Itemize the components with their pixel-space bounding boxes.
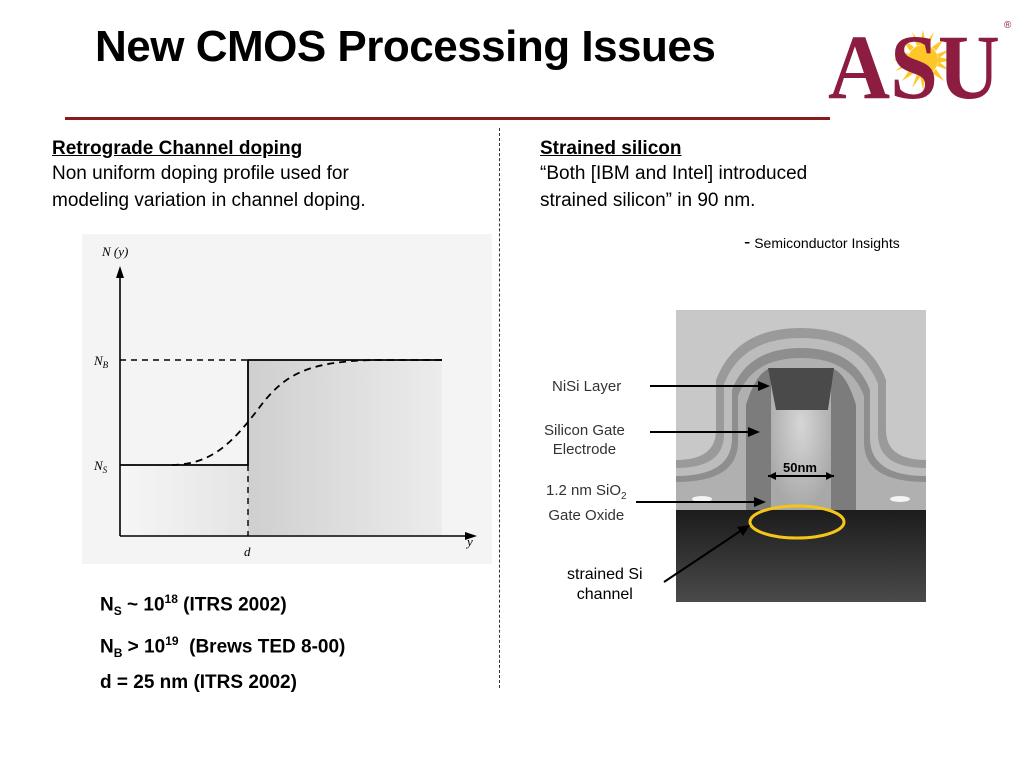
parameter-list: NS ~ 1018 (ITRS 2002) NB > 1019 (Brews T… — [100, 584, 345, 710]
ns-parameter: NS ~ 1018 (ITRS 2002) — [100, 592, 287, 619]
high-doping-region — [248, 360, 442, 535]
logo-text: ASU — [828, 16, 1000, 104]
strained-si-channel-label: strained Si channel — [567, 566, 643, 603]
slide-title: New CMOS Processing Issues — [95, 22, 716, 71]
strained-channel-highlight — [748, 504, 846, 540]
scale-left-arrow-icon — [768, 472, 776, 480]
citation: - Semiconductor Insights — [744, 232, 900, 253]
scale-label: 50nm — [783, 460, 817, 475]
d-tick-label: d — [244, 544, 251, 559]
y-axis-arrow-icon — [116, 266, 124, 278]
x-axis-label: y — [465, 534, 473, 549]
gate-oxide-label: 1.2 nm SiO2 Gate Oxide — [546, 482, 627, 524]
nisi-layer-label: NiSi Layer — [552, 378, 622, 395]
ns-label: NS — [93, 458, 108, 475]
d-parameter: d = 25 nm (ITRS 2002) — [100, 672, 297, 693]
y-axis-label: N (y) — [101, 244, 128, 259]
tem-annotations — [636, 381, 770, 583]
step-profile — [120, 359, 442, 466]
registered-mark: ® — [1004, 20, 1012, 31]
channel-arrow — [663, 529, 743, 583]
right-column: Strained silicon “Both [IBM and Intel] i… — [540, 138, 940, 214]
retrograde-heading: Retrograde Channel doping — [52, 138, 303, 159]
oxide-arrowhead-icon — [754, 497, 766, 507]
strained-quote-line-2: strained silicon” in 90 nm. — [540, 190, 756, 211]
asu-logo: ASU ® — [828, 14, 1018, 118]
left-column: Retrograde Channel doping Non uniform do… — [52, 138, 472, 214]
doping-profile-graph: N (y) NB NS d y — [82, 234, 492, 569]
smooth-profile-curve — [171, 359, 442, 466]
title-underline-rule — [65, 117, 830, 120]
nisi-arrowhead-icon — [758, 381, 770, 391]
channel-arrowhead-icon — [737, 525, 750, 536]
retrograde-desc-line-1: Non uniform doping profile used for — [52, 163, 349, 184]
column-divider — [499, 128, 500, 688]
strained-silicon-heading: Strained silicon — [540, 138, 682, 159]
strained-quote-line-1: “Both [IBM and Intel] introduced — [540, 163, 808, 184]
scale-right-arrow-icon — [826, 472, 834, 480]
low-doping-region — [120, 465, 248, 535]
retrograde-desc-line-2: modeling variation in channel doping. — [52, 190, 366, 211]
nb-parameter: NB > 1019 (Brews TED 8-00) — [100, 634, 346, 661]
gate-arrowhead-icon — [748, 427, 760, 437]
tem-cross-section-image: 50nm — [676, 310, 926, 607]
nb-label: NB — [93, 353, 109, 370]
gate-electrode-label: Silicon Gate Electrode — [544, 422, 625, 458]
x-axis-arrow-icon — [465, 532, 477, 540]
